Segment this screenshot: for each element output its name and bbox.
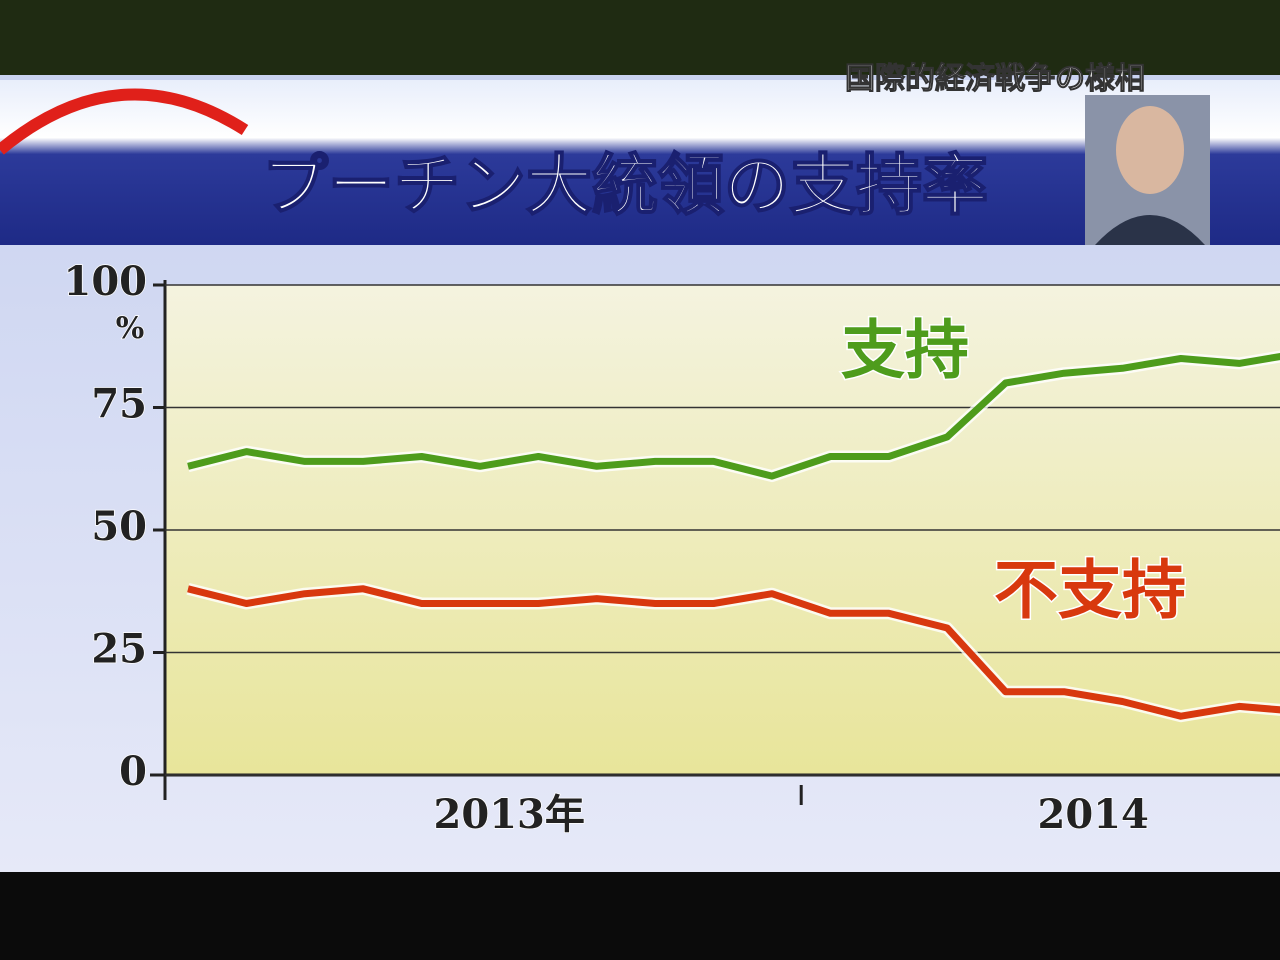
portrait-suit — [1095, 215, 1205, 245]
bezel — [0, 872, 1280, 960]
portrait-face — [1116, 106, 1184, 194]
series-line — [187, 585, 1280, 720]
header-tag: 国際的経済戦争の様相 — [845, 62, 1145, 97]
y-tick-label: 75 — [91, 381, 147, 428]
chart-title: プーチン大統領の支持率 — [262, 147, 988, 224]
y-tick-label: 100 — [64, 258, 148, 305]
series-label: 不支持 — [994, 555, 1186, 629]
y-tick-label: 0 — [119, 748, 147, 795]
x-tick-label: 2014 — [1038, 791, 1149, 838]
y-tick-label: 25 — [91, 626, 147, 673]
series-line — [187, 353, 1280, 480]
series-label: 支持 — [841, 315, 969, 389]
header-arc — [0, 88, 249, 155]
x-tick-label: 2013年 — [434, 791, 585, 838]
y-unit: % — [116, 311, 145, 346]
y-tick-label: 50 — [91, 503, 147, 550]
background-top — [0, 0, 1280, 80]
